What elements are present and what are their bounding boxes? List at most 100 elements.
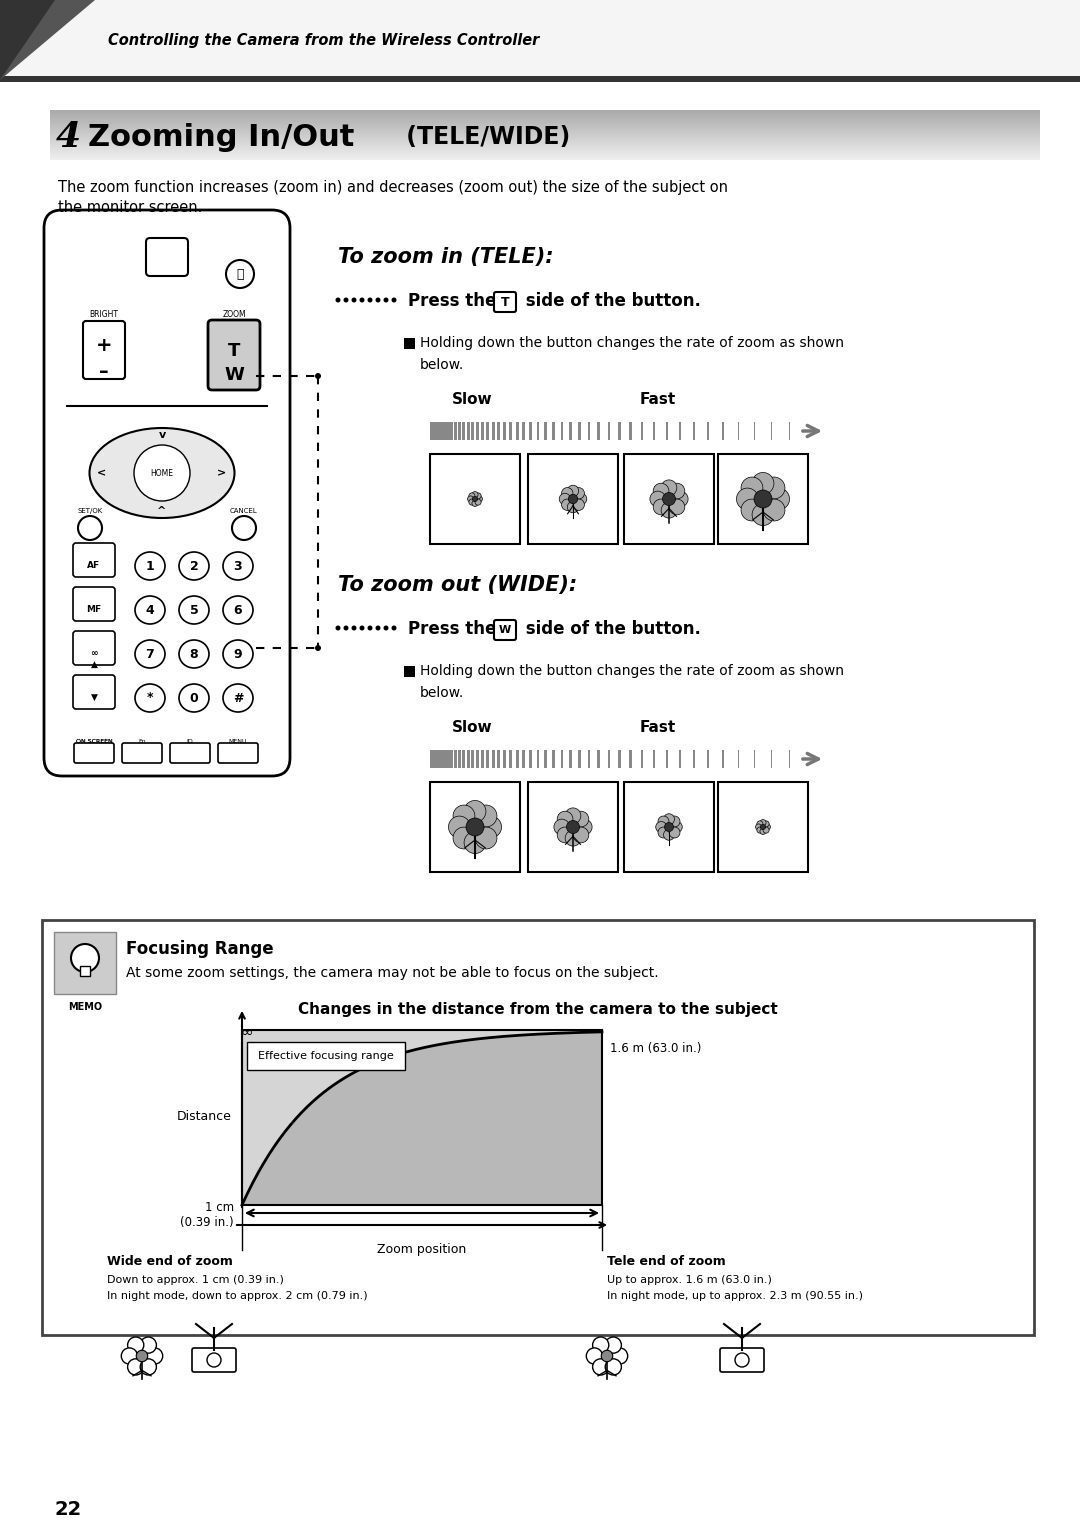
FancyBboxPatch shape	[44, 209, 291, 777]
Circle shape	[656, 821, 666, 832]
Circle shape	[557, 827, 572, 842]
Bar	[552, 422, 555, 440]
Bar	[707, 422, 708, 440]
FancyBboxPatch shape	[494, 292, 516, 312]
Text: the monitor screen.: the monitor screen.	[58, 200, 202, 216]
Text: Fast: Fast	[640, 391, 676, 407]
Bar	[503, 751, 507, 768]
Text: Effective focusing range: Effective focusing range	[258, 1050, 394, 1061]
Circle shape	[741, 477, 762, 498]
Circle shape	[673, 491, 688, 506]
FancyBboxPatch shape	[73, 631, 114, 665]
Text: Up to approx. 1.6 m (63.0 in.): Up to approx. 1.6 m (63.0 in.)	[607, 1275, 772, 1284]
Bar	[630, 422, 632, 440]
Text: Slow: Slow	[453, 391, 492, 407]
FancyBboxPatch shape	[494, 619, 516, 641]
Bar	[630, 751, 632, 768]
Bar	[597, 422, 599, 440]
Bar	[537, 751, 540, 768]
FancyBboxPatch shape	[218, 743, 258, 763]
Bar	[471, 751, 474, 768]
Text: In night mode, up to approx. 2.3 m (90.55 in.): In night mode, up to approx. 2.3 m (90.5…	[607, 1290, 863, 1301]
FancyBboxPatch shape	[146, 239, 188, 277]
Circle shape	[754, 489, 772, 508]
Bar	[679, 751, 680, 768]
Circle shape	[573, 827, 589, 842]
Bar	[450, 422, 454, 440]
Text: ON SCREEN: ON SCREEN	[76, 739, 112, 745]
Circle shape	[670, 483, 685, 498]
Text: HOME: HOME	[150, 468, 174, 477]
Bar	[80, 966, 90, 976]
Circle shape	[760, 824, 766, 830]
Bar	[491, 751, 495, 768]
Text: ^: ^	[158, 506, 166, 515]
Ellipse shape	[179, 641, 210, 668]
FancyBboxPatch shape	[73, 674, 114, 709]
Ellipse shape	[179, 552, 210, 579]
Bar	[529, 422, 532, 440]
Circle shape	[360, 298, 365, 303]
Circle shape	[611, 1349, 627, 1364]
Text: 0: 0	[190, 691, 199, 705]
Text: Distance: Distance	[177, 1110, 232, 1124]
Circle shape	[573, 812, 589, 827]
Bar	[754, 422, 756, 440]
FancyBboxPatch shape	[83, 321, 125, 379]
Bar	[723, 751, 724, 768]
Bar	[436, 422, 440, 440]
Bar	[723, 422, 724, 440]
Bar	[404, 338, 415, 349]
Circle shape	[351, 298, 356, 303]
Text: Tele end of zoom: Tele end of zoom	[607, 1255, 726, 1268]
Bar	[561, 422, 563, 440]
Bar	[738, 751, 740, 768]
Bar	[54, 933, 116, 994]
Text: Down to approx. 1 cm (0.39 in.): Down to approx. 1 cm (0.39 in.)	[107, 1275, 284, 1284]
Text: 4: 4	[146, 604, 154, 616]
Ellipse shape	[135, 641, 165, 668]
Text: MENU: MENU	[229, 739, 247, 745]
Circle shape	[78, 515, 102, 540]
Text: ON SCREEN: ON SCREEN	[76, 739, 112, 745]
Bar	[476, 751, 480, 768]
Circle shape	[586, 1349, 603, 1364]
Text: ∞
▲: ∞ ▲	[91, 648, 98, 668]
Bar	[619, 422, 621, 440]
Bar	[440, 422, 443, 440]
Bar	[754, 751, 756, 768]
Bar	[608, 751, 610, 768]
Bar	[481, 751, 484, 768]
Bar	[430, 422, 433, 440]
Bar	[608, 422, 610, 440]
Text: T: T	[228, 342, 240, 359]
Text: side of the button.: side of the button.	[519, 292, 701, 310]
Circle shape	[476, 495, 483, 502]
Text: CANCEL: CANCEL	[230, 508, 258, 514]
Circle shape	[351, 625, 356, 630]
Text: The zoom function increases (zoom in) and decreases (zoom out) the size of the s: The zoom function increases (zoom in) an…	[58, 180, 728, 196]
Circle shape	[658, 816, 669, 827]
FancyBboxPatch shape	[73, 587, 114, 621]
Circle shape	[232, 515, 256, 540]
Text: Zoom position: Zoom position	[377, 1243, 467, 1255]
Bar	[529, 751, 532, 768]
FancyBboxPatch shape	[720, 1349, 764, 1372]
Circle shape	[343, 298, 349, 303]
Bar	[247, 1041, 405, 1070]
Circle shape	[360, 625, 365, 630]
Circle shape	[567, 485, 579, 497]
Bar	[443, 422, 446, 440]
Bar	[454, 422, 457, 440]
Text: 1.6 m (63.0 in.): 1.6 m (63.0 in.)	[610, 1041, 701, 1055]
Circle shape	[565, 807, 581, 824]
Circle shape	[475, 806, 497, 827]
Ellipse shape	[135, 596, 165, 624]
Circle shape	[469, 498, 475, 505]
Circle shape	[735, 1353, 750, 1367]
Bar	[486, 422, 489, 440]
Text: ZOOM: ZOOM	[222, 310, 246, 320]
Bar	[693, 422, 694, 440]
Circle shape	[669, 827, 680, 838]
Circle shape	[207, 1353, 221, 1367]
